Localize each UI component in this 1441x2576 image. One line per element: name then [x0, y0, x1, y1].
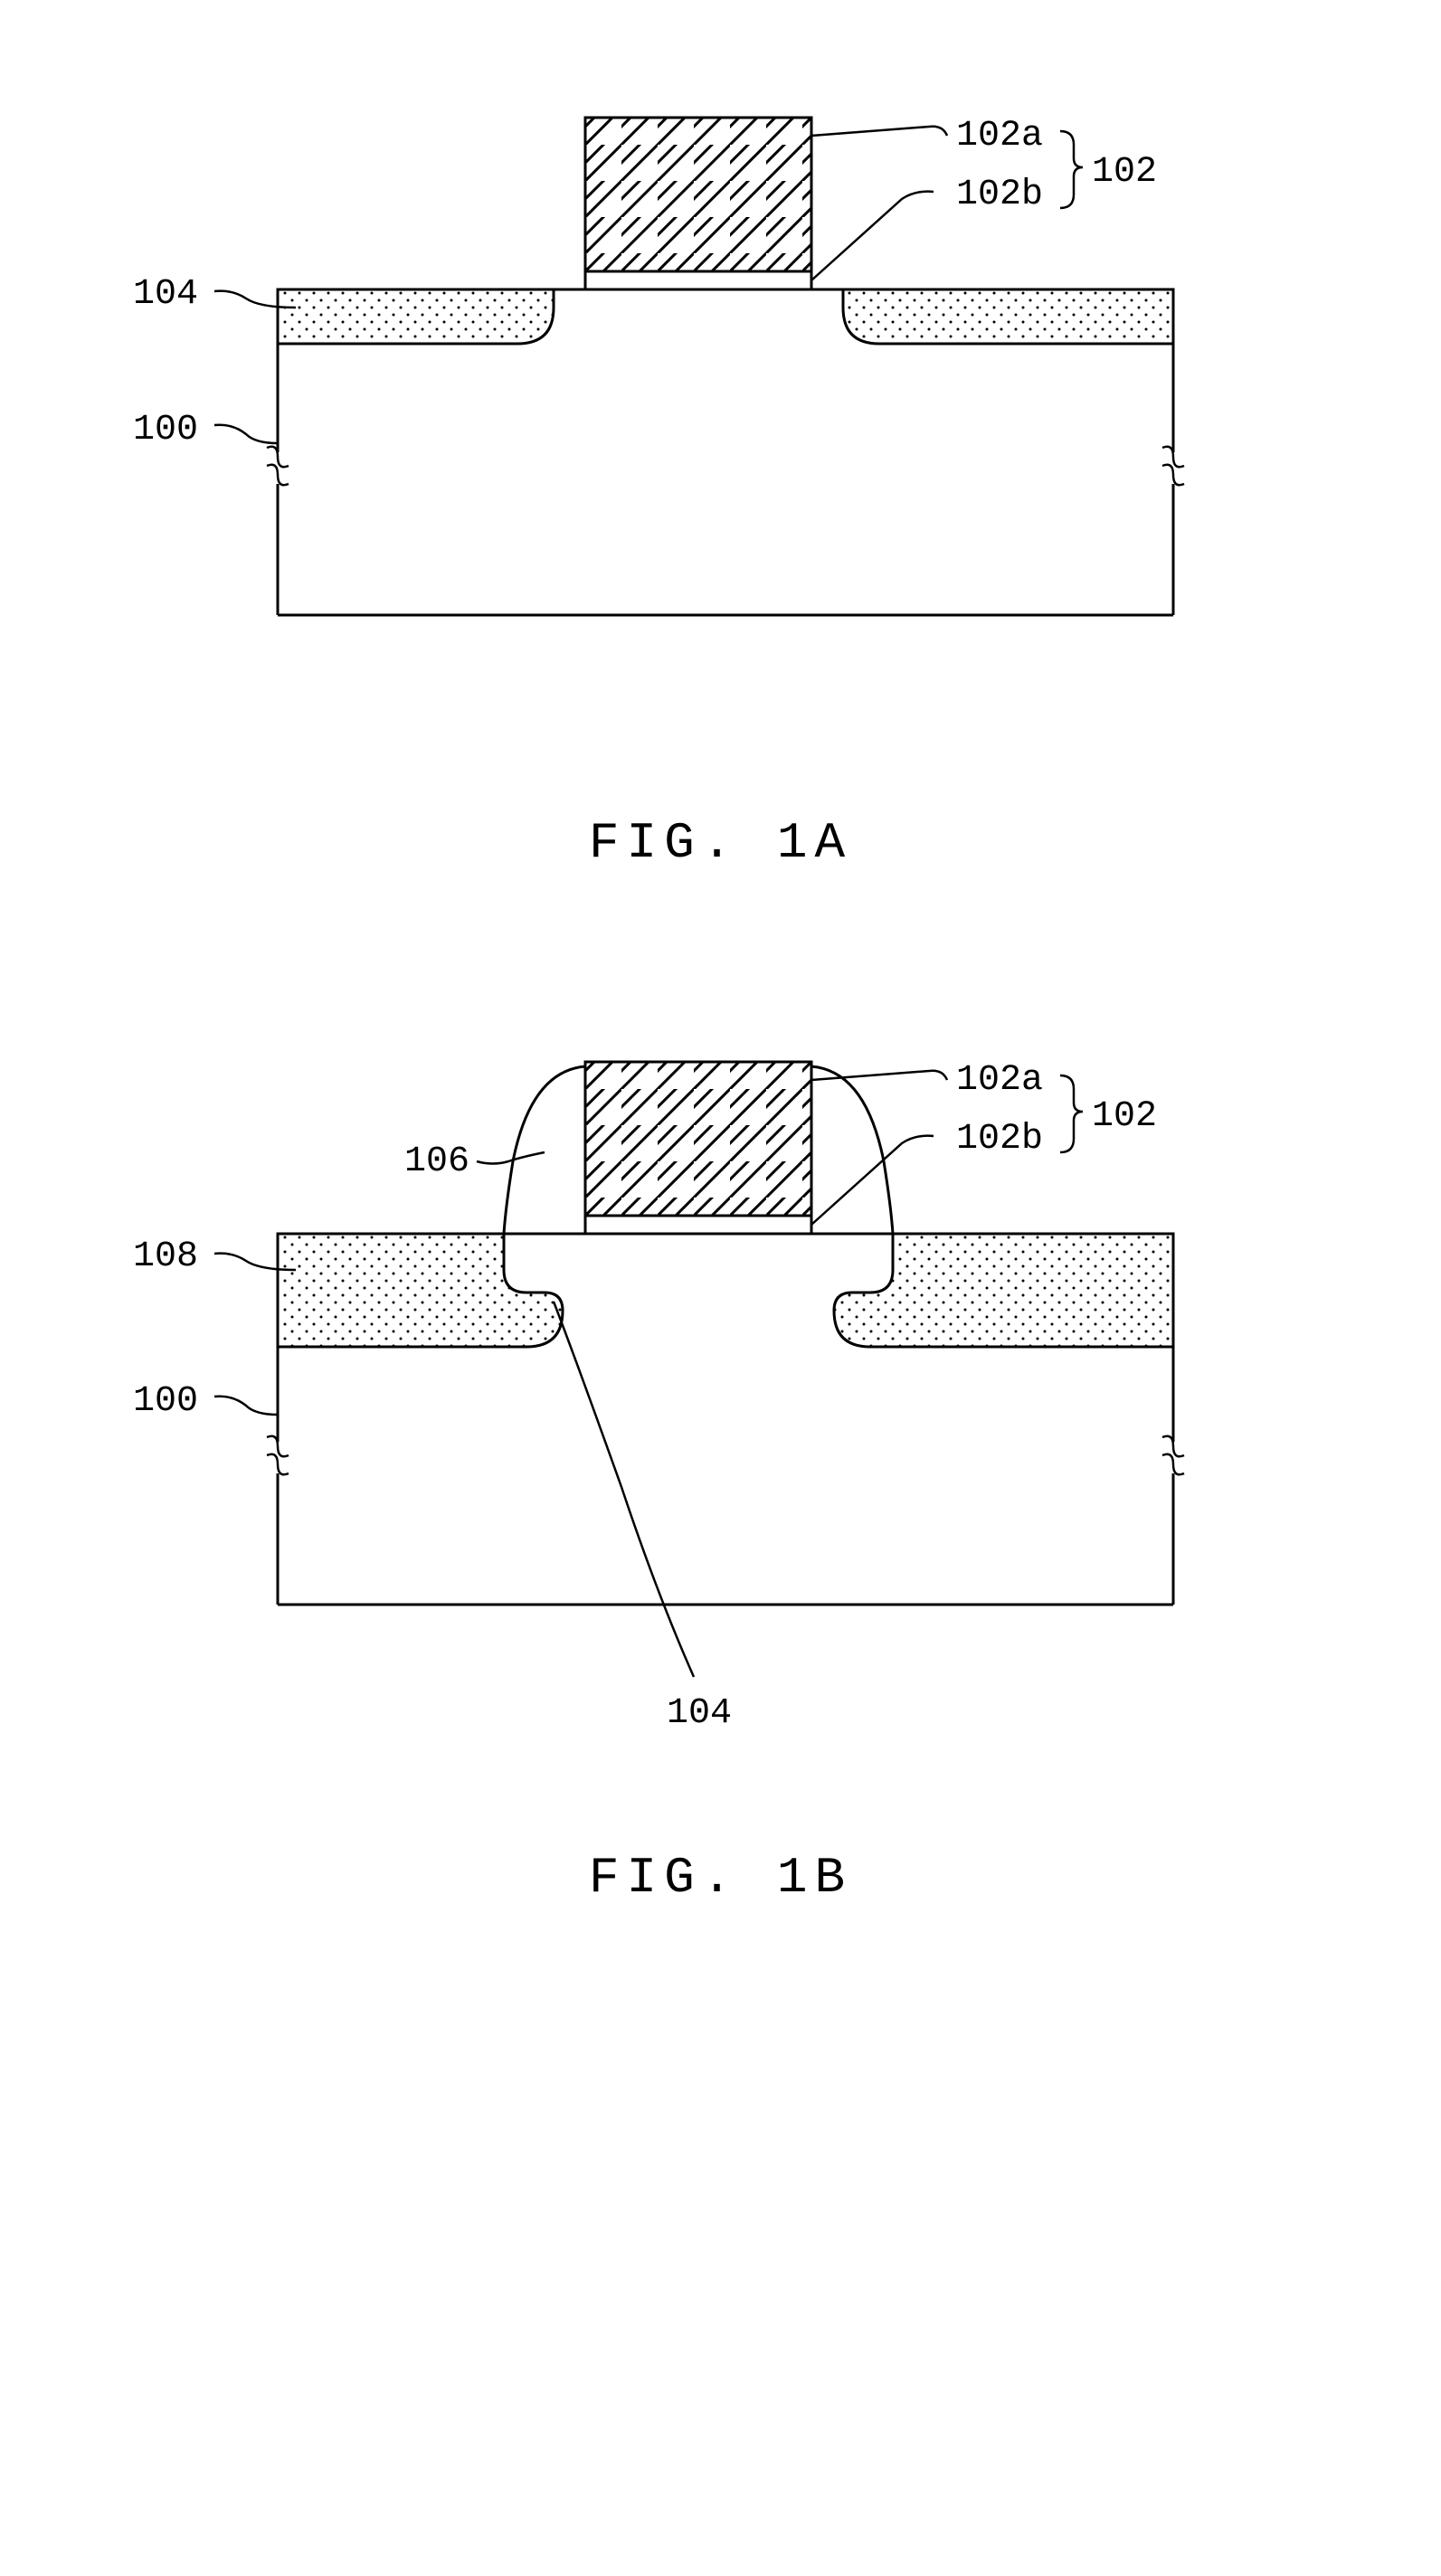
doped-right-104 — [843, 289, 1173, 344]
label-104: 104 — [133, 274, 198, 315]
leader-102a — [811, 127, 947, 136]
doped-left-108 — [278, 1234, 563, 1347]
brace-102-b — [1060, 1075, 1083, 1152]
doped-right-108 — [834, 1234, 1173, 1347]
figure-container: 102a 102b 102 104 100 FIG. 1A — [43, 36, 1399, 1907]
leader-102b — [811, 192, 934, 280]
gate-dielectric-102b — [585, 271, 811, 289]
figure-1a-title: FIG. 1A — [43, 814, 1399, 872]
leader-104-b — [554, 1302, 694, 1677]
gate-electrode-102a-b — [585, 1062, 811, 1216]
label-104-b: 104 — [667, 1693, 732, 1734]
label-102: 102 — [1092, 152, 1157, 193]
figure-1b-title: FIG. 1B — [43, 1849, 1399, 1907]
brace-102 — [1060, 131, 1083, 208]
leader-100-b — [214, 1397, 278, 1415]
leader-100 — [214, 425, 278, 443]
gate-dielectric-102b-b — [585, 1216, 811, 1234]
label-106: 106 — [404, 1141, 469, 1182]
label-108: 108 — [133, 1236, 198, 1277]
spacer-right-106 — [811, 1066, 893, 1234]
figure-1a-svg: 102a 102b 102 104 100 — [43, 36, 1399, 760]
figure-1b-svg: 102a 102b 102 106 108 100 104 — [43, 980, 1399, 1795]
label-100-b: 100 — [133, 1381, 198, 1422]
label-102a: 102a — [956, 116, 1043, 156]
label-102b-b: 102b — [956, 1119, 1043, 1160]
label-100: 100 — [133, 410, 198, 450]
spacer-left-106 — [504, 1066, 585, 1234]
gate-electrode-102a — [585, 118, 811, 271]
label-102-b: 102 — [1092, 1096, 1157, 1137]
doped-left-104 — [278, 289, 554, 344]
label-102a-b: 102a — [956, 1060, 1043, 1101]
label-102b: 102b — [956, 175, 1043, 215]
